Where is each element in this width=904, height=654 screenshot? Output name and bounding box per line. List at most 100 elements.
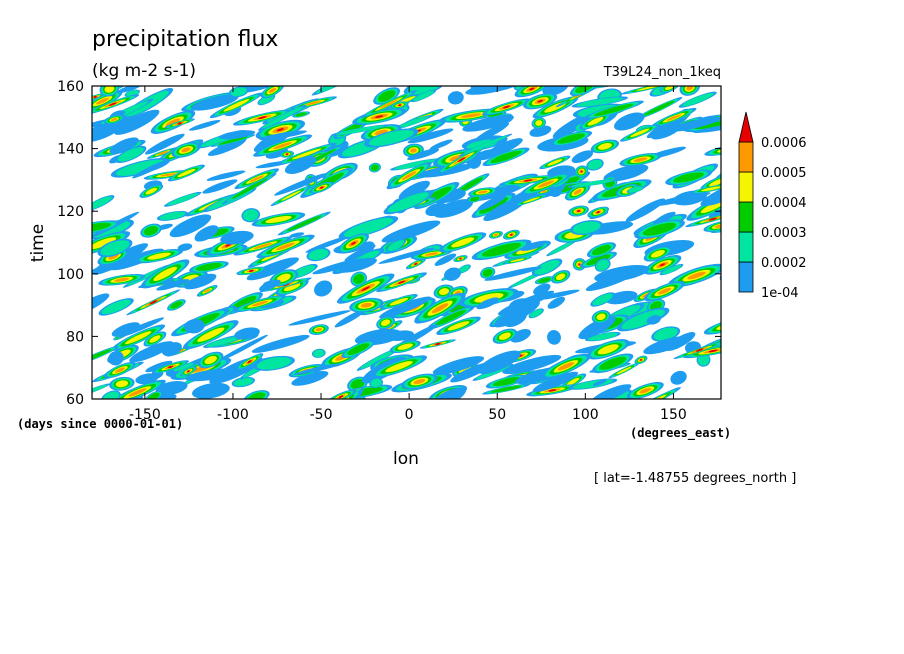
contour-fill <box>457 177 484 193</box>
precip-cell <box>381 220 441 243</box>
contour-fill <box>306 100 322 106</box>
contour-fill <box>194 225 219 242</box>
contour-fill <box>438 288 450 296</box>
precip-cell <box>135 248 184 264</box>
y-axis: 60 80 100 120 140 160 <box>57 79 721 408</box>
precip-cell <box>635 96 683 120</box>
contour-fill <box>92 120 124 143</box>
contour-fill <box>379 296 432 319</box>
precip-cell <box>256 234 315 259</box>
contour-fill <box>313 349 325 358</box>
contour-fill <box>169 214 212 238</box>
precip-cell <box>585 269 639 292</box>
precip-cell <box>403 143 424 158</box>
precip-cell <box>206 170 246 181</box>
precip-cell <box>591 309 611 324</box>
contour-fill <box>114 367 125 373</box>
precip-cell <box>531 258 563 277</box>
contour-fill <box>218 136 248 145</box>
precip-cell <box>514 86 549 98</box>
precip-cell <box>308 324 329 335</box>
precip-cell <box>653 211 676 225</box>
precip-cell <box>650 192 711 207</box>
contour-fill <box>597 143 612 150</box>
precip-cell <box>251 212 306 227</box>
precip-cell <box>253 355 295 371</box>
contour-fill <box>571 179 614 188</box>
contour-fill <box>470 196 480 202</box>
contour-fill <box>230 295 257 311</box>
precip-cell <box>291 370 329 386</box>
precip-cell <box>330 124 390 136</box>
precip-cell <box>703 220 721 232</box>
contour-fill <box>708 203 721 219</box>
contour-fill <box>230 87 247 97</box>
contour-fill <box>668 116 721 132</box>
precip-cell <box>110 158 171 178</box>
contour-fill <box>558 81 565 85</box>
precip-cell <box>534 276 554 285</box>
precip-cell <box>288 310 351 326</box>
precip-cell <box>171 362 196 373</box>
contour-fill <box>177 122 182 125</box>
precip-cell <box>458 133 513 157</box>
precip-cell <box>526 384 579 397</box>
contour-fill <box>114 277 130 282</box>
precip-cell <box>368 162 381 173</box>
precip-cell <box>643 336 688 355</box>
precip-cell <box>369 377 384 388</box>
precip-cell <box>523 93 558 110</box>
contour-fill <box>368 129 414 146</box>
contour-fill <box>334 309 366 328</box>
precip-cell <box>116 86 144 94</box>
precip-cell <box>514 193 549 207</box>
precip-cell <box>453 255 468 263</box>
precip-cell <box>337 257 377 273</box>
precip-cell <box>393 115 433 130</box>
contour-fill <box>492 377 522 387</box>
contour-fill <box>538 277 551 283</box>
contour-fill <box>708 349 718 353</box>
y-tick-label: 160 <box>57 79 84 95</box>
contour-fill <box>498 332 511 340</box>
contour-fill <box>482 268 493 277</box>
precip-cell <box>215 334 269 363</box>
precip-cell <box>564 183 591 201</box>
contour-fill <box>206 170 246 181</box>
contour-fill <box>477 350 521 375</box>
precip-cell <box>111 322 140 337</box>
contour-fill <box>476 297 500 310</box>
contour-fill <box>510 258 525 263</box>
y-tick-label: 120 <box>57 204 84 220</box>
precip-cell <box>693 122 721 133</box>
precip-cell <box>386 162 432 190</box>
precip-cell <box>390 158 441 171</box>
precip-cell <box>444 267 461 281</box>
precip-cell <box>620 86 682 95</box>
precip-cell <box>679 86 700 96</box>
precip-cell <box>651 107 697 128</box>
precip-cell <box>189 261 229 273</box>
precip-cell <box>405 258 426 270</box>
contour-fill <box>592 293 613 306</box>
x-tick-label: 150 <box>660 407 687 423</box>
precip-cell <box>484 266 543 281</box>
colorbar-extend-triangle <box>738 111 754 143</box>
precip-cell <box>190 94 239 111</box>
contour-fill <box>597 344 619 355</box>
precip-cell <box>284 155 317 175</box>
precip-cell <box>502 354 562 375</box>
slice-label: [ lat=-1.48755 degrees_north ] <box>594 471 796 486</box>
precip-cell <box>590 292 616 307</box>
contour-fill <box>636 86 667 91</box>
precip-cell <box>207 141 242 156</box>
contour-fill <box>502 354 562 375</box>
contour-fill <box>102 391 120 399</box>
precip-cell <box>570 220 604 236</box>
contour-fill <box>375 115 384 118</box>
contour-fill <box>714 224 721 228</box>
contour-fill <box>314 280 333 297</box>
contour-fill <box>223 99 250 112</box>
contour-fill <box>380 319 391 326</box>
precip-cell <box>477 194 507 211</box>
